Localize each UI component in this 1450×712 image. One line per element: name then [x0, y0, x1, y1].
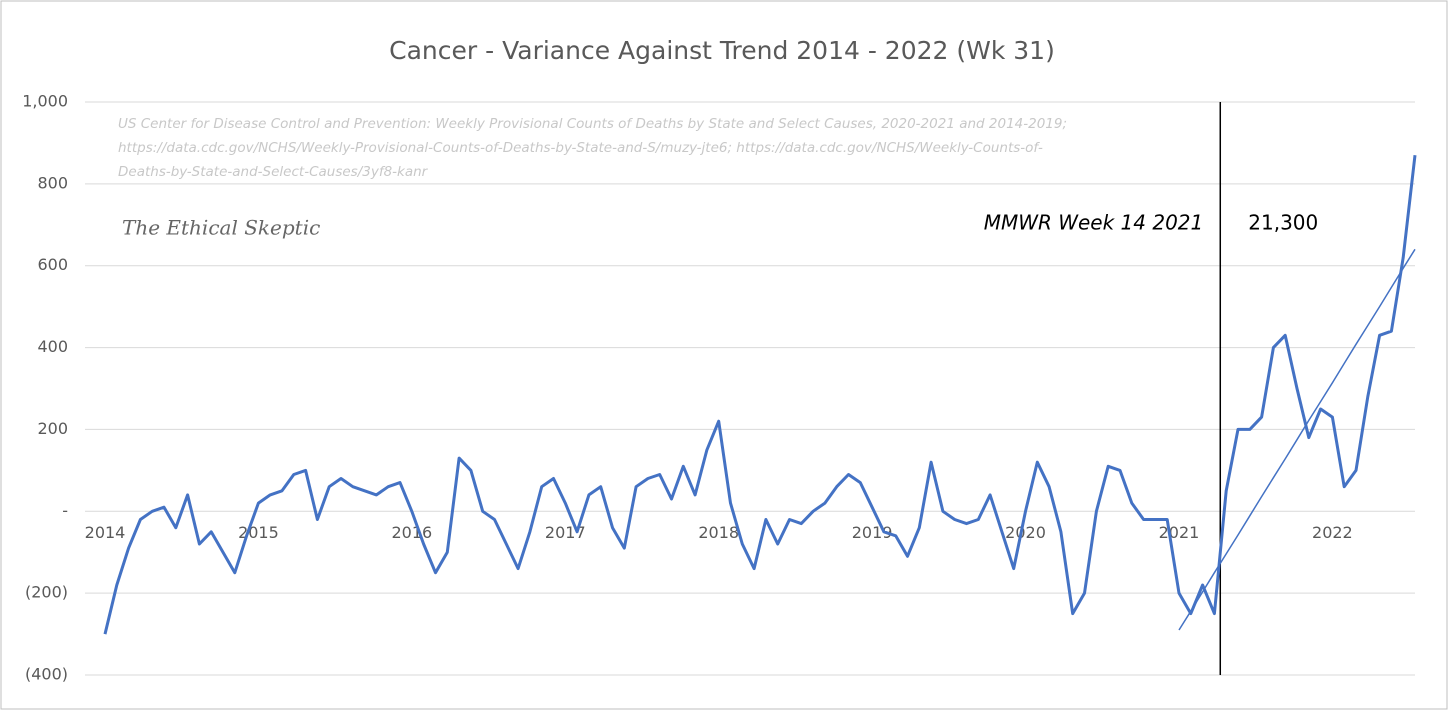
y-tick-label: (400)	[25, 665, 68, 684]
data-line	[103, 155, 1417, 635]
x-tick-label: 2020	[1005, 523, 1046, 542]
y-tick-label: 200	[37, 419, 68, 438]
source-note: https://data.cdc.gov/NCHS/Weekly-Provisi…	[118, 140, 1043, 156]
trend-line	[1178, 248, 1416, 631]
x-tick-label: 2014	[85, 523, 126, 542]
y-tick-label: 400	[37, 337, 68, 356]
y-tick-label: -	[62, 501, 68, 520]
x-tick-label: 2021	[1159, 523, 1200, 542]
annotation: MMWR Week 14 2021	[984, 211, 1204, 235]
y-tick-label: 800	[37, 173, 68, 192]
y-tick-label: 1,000	[22, 92, 68, 111]
x-tick-label: 2018	[698, 523, 739, 542]
y-tick-label: 600	[37, 255, 68, 274]
source-note: US Center for Disease Control and Preven…	[118, 116, 1067, 132]
watermark: The Ethical Skeptic	[122, 216, 320, 240]
x-tick-label: 2022	[1312, 523, 1353, 542]
x-tick-label: 2016	[391, 523, 432, 542]
source-note: Deaths-by-State-and-Select-Causes/3yf8-k…	[118, 164, 429, 180]
chart-title: Cancer - Variance Against Trend 2014 - 2…	[389, 36, 1055, 65]
y-tick-label: (200)	[25, 583, 68, 602]
annotation: 21,300	[1248, 211, 1318, 235]
